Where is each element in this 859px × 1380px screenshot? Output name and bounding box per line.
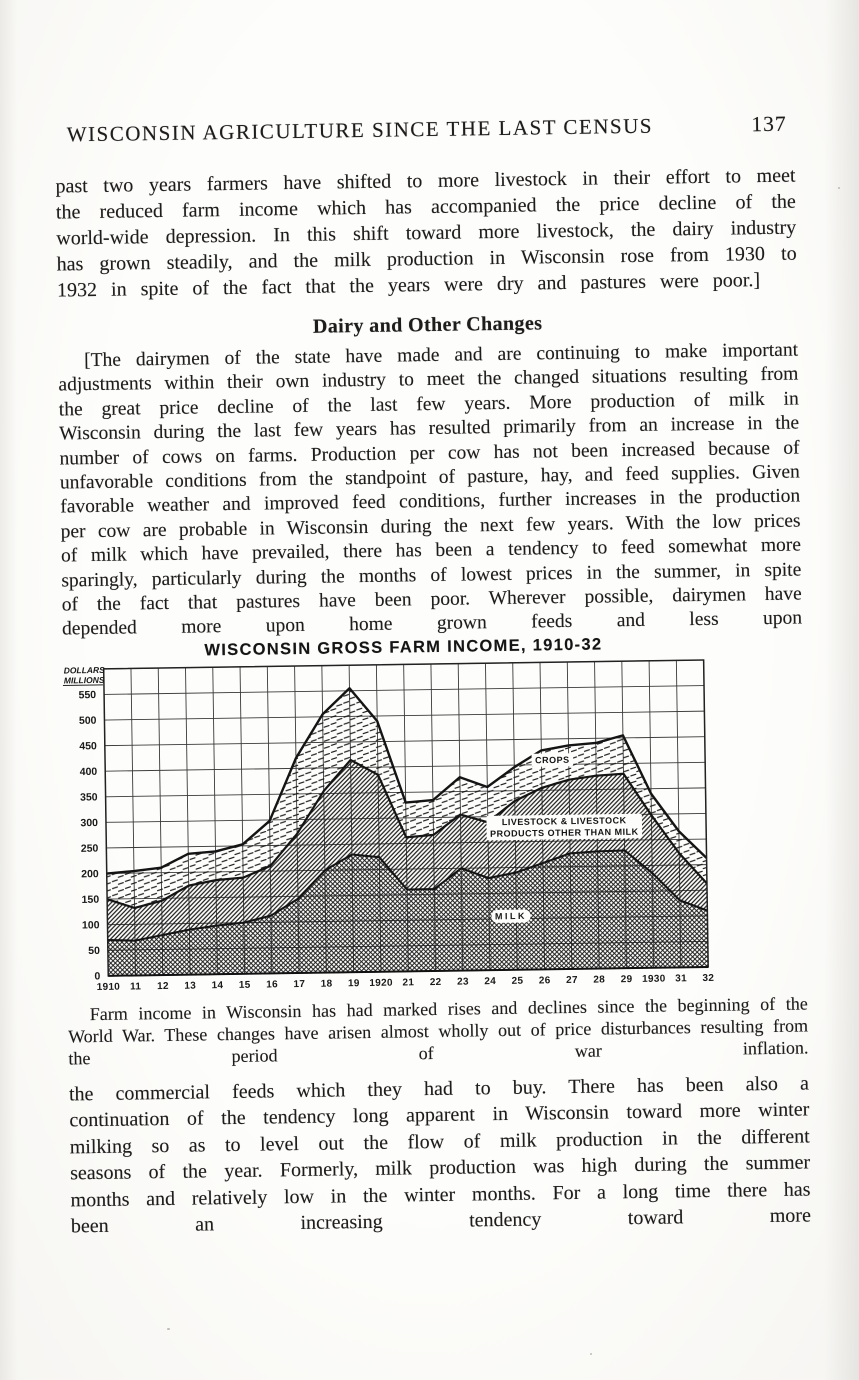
area-crops	[106, 688, 707, 908]
running-title: WISCONSIN AGRICULTURE SINCE THE LAST CEN…	[66, 113, 654, 147]
series-label: MILK	[495, 911, 527, 921]
series-label: LIVESTOCK & LIVESTOCK	[502, 815, 627, 827]
series-label-box	[531, 753, 574, 767]
area-livestock	[107, 759, 708, 941]
x-tick-label: 1920	[369, 977, 393, 988]
x-tick-label: 26	[539, 975, 551, 986]
y-tick-label: 0	[94, 970, 100, 982]
series-label-box	[491, 909, 531, 923]
grid-hline	[104, 710, 705, 721]
chart-plot: 0 50 100 150 200 250 300 350 400 450 500 550 1910 11 1…	[62, 659, 714, 993]
page-number: 137	[751, 111, 787, 137]
page-header: WISCONSIN AGRICULTURE SINCE THE LAST CEN…	[55, 111, 795, 148]
x-tick-label: 32	[702, 973, 714, 984]
x-tick-label: 25	[512, 976, 524, 987]
boundary-milk	[107, 849, 708, 942]
scan-speck	[590, 1353, 592, 1355]
x-tick-label: 19	[348, 978, 360, 989]
x-tick-label: 17	[293, 979, 305, 990]
x-tick-label: 27	[566, 975, 578, 986]
grid-hline	[104, 736, 705, 746]
y-tick-label: 200	[81, 868, 99, 880]
y-tick-label: 50	[88, 945, 100, 957]
y-tick-label: 350	[80, 791, 98, 803]
body-paragraph-2: [The dairymen of the state have made and…	[58, 339, 803, 640]
section-heading: Dairy and Other Changes	[312, 312, 543, 338]
y-tick-label: 550	[78, 689, 96, 701]
x-tick-label: 13	[184, 980, 196, 991]
x-tick-label: 1930	[642, 973, 666, 984]
scan-speck	[167, 1328, 170, 1330]
x-tick-label: 23	[457, 976, 469, 987]
body-paragraph-1: past two years farmers have shifted to m…	[55, 164, 797, 302]
y-tick-label: 300	[80, 817, 98, 829]
x-tick-label: 14	[212, 980, 224, 991]
x-tick-label: 31	[675, 973, 687, 984]
area-milk	[107, 850, 709, 976]
grid-hline	[104, 684, 705, 695]
figure-caption: Farm income in Wisconsin has had marked …	[67, 993, 809, 1069]
x-tick-label: 15	[239, 980, 251, 991]
unit-label-rule	[62, 684, 103, 686]
body-paragraph-3: the commercial feeds which they had to b…	[68, 1072, 812, 1238]
y-tick-label: 100	[82, 919, 100, 931]
x-tick-label: 22	[430, 977, 442, 988]
page-content: WISCONSIN AGRICULTURE SINCE THE LAST CEN…	[55, 111, 812, 1241]
series-label: CROPS	[535, 755, 570, 766]
y-tick-label: 250	[81, 842, 99, 854]
farm-income-chart: 0 50 100 150 200 250 300 350 400 450 500 550 1910 11 1…	[62, 659, 714, 993]
x-tick-label: 16	[266, 979, 278, 990]
x-tick-label: 18	[321, 978, 333, 989]
y-tick-label: 400	[80, 766, 98, 778]
series-label: PRODUCTS OTHER THAN MILK	[490, 827, 639, 839]
y-axis-unit-label: DOLLARS	[64, 665, 106, 676]
scan-speck	[838, 187, 840, 189]
x-axis-line	[108, 965, 709, 977]
series-label-box	[486, 813, 643, 841]
y-axis-unit-label: MILLIONS	[64, 675, 105, 686]
x-tick-label: 21	[402, 977, 414, 988]
x-tick-label: 24	[484, 976, 496, 987]
boundary-livestock	[106, 758, 708, 909]
x-tick-label: 29	[621, 974, 633, 985]
boundary-crops	[106, 686, 708, 875]
x-tick-label: 11	[130, 981, 141, 992]
y-tick-label: 500	[79, 715, 97, 727]
x-tick-label: 1910	[97, 982, 121, 993]
y-tick-label: 450	[79, 740, 97, 752]
x-tick-label: 12	[157, 981, 169, 992]
x-tick-label: 28	[593, 974, 605, 985]
y-tick-label: 150	[82, 894, 100, 906]
farm-income-figure: WISCONSIN GROSS FARM INCOME, 1910-32 0 50…	[62, 631, 807, 1000]
